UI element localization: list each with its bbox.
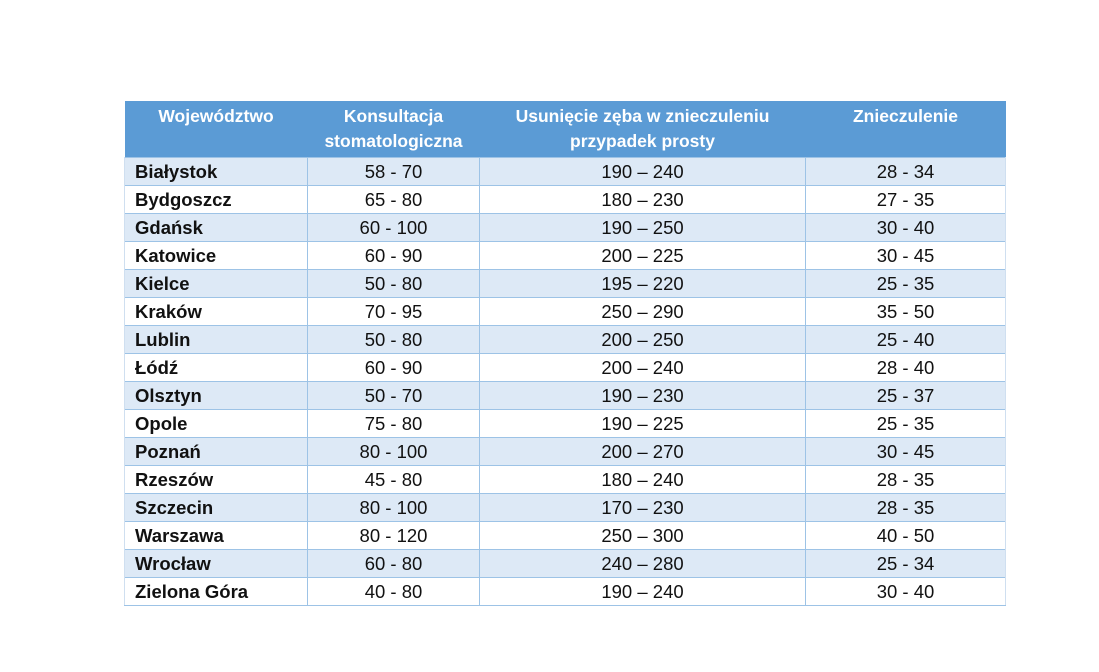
cell-anesthesia: 28 - 35 [805,493,1006,522]
cell-tooth-extraction: 180 – 240 [479,465,806,494]
cell-voivodeship: Szczecin [124,493,308,522]
table-row: Warszawa 80 - 120 250 – 300 40 - 50 [124,521,1006,550]
cell-tooth-extraction: 195 – 220 [479,269,806,298]
table-row: Gdańsk 60 - 100 190 – 250 30 - 40 [124,213,1006,242]
dental-price-table: Województwo Konsultacja stomatologiczna … [124,101,1006,606]
table-row: Olsztyn 50 - 70 190 – 230 25 - 37 [124,381,1006,410]
cell-anesthesia: 30 - 40 [805,577,1006,606]
cell-voivodeship: Gdańsk [124,213,308,242]
cell-anesthesia: 30 - 45 [805,437,1006,466]
table-row: Wrocław 60 - 80 240 – 280 25 - 34 [124,549,1006,578]
header-consultation: Konsultacja stomatologiczna [307,101,480,158]
table-row: Opole 75 - 80 190 – 225 25 - 35 [124,409,1006,438]
cell-voivodeship: Rzeszów [124,465,308,494]
cell-voivodeship: Warszawa [124,521,308,550]
header-row: Województwo Konsultacja stomatologiczna … [124,101,1006,158]
cell-consultation: 80 - 100 [307,437,480,466]
table-row: Katowice 60 - 90 200 – 225 30 - 45 [124,241,1006,270]
cell-consultation: 40 - 80 [307,577,480,606]
table-row: Kielce 50 - 80 195 – 220 25 - 35 [124,269,1006,298]
cell-tooth-extraction: 200 – 250 [479,325,806,354]
cell-tooth-extraction: 250 – 290 [479,297,806,326]
cell-anesthesia: 25 - 40 [805,325,1006,354]
header-anesthesia: Znieczulenie [805,101,1006,158]
table-row: Rzeszów 45 - 80 180 – 240 28 - 35 [124,465,1006,494]
cell-tooth-extraction: 180 – 230 [479,185,806,214]
cell-consultation: 60 - 100 [307,213,480,242]
cell-consultation: 60 - 90 [307,241,480,270]
table-row: Poznań 80 - 100 200 – 270 30 - 45 [124,437,1006,466]
cell-consultation: 80 - 120 [307,521,480,550]
cell-anesthesia: 28 - 34 [805,157,1006,186]
table-row: Lublin 50 - 80 200 – 250 25 - 40 [124,325,1006,354]
cell-consultation: 45 - 80 [307,465,480,494]
cell-consultation: 60 - 80 [307,549,480,578]
header-voivodeship: Województwo [124,101,308,158]
table-row: Kraków 70 - 95 250 – 290 35 - 50 [124,297,1006,326]
cell-voivodeship: Kraków [124,297,308,326]
cell-voivodeship: Zielona Góra [124,577,308,606]
cell-anesthesia: 28 - 40 [805,353,1006,382]
cell-anesthesia: 25 - 35 [805,409,1006,438]
cell-anesthesia: 30 - 40 [805,213,1006,242]
cell-tooth-extraction: 190 – 240 [479,577,806,606]
cell-tooth-extraction: 190 – 240 [479,157,806,186]
price-table-container: Województwo Konsultacja stomatologiczna … [124,101,1006,606]
table-row: Szczecin 80 - 100 170 – 230 28 - 35 [124,493,1006,522]
table-row: Łódź 60 - 90 200 – 240 28 - 40 [124,353,1006,382]
cell-consultation: 60 - 90 [307,353,480,382]
cell-anesthesia: 35 - 50 [805,297,1006,326]
cell-voivodeship: Łódź [124,353,308,382]
cell-consultation: 50 - 80 [307,325,480,354]
table-header: Województwo Konsultacja stomatologiczna … [124,101,1006,158]
cell-voivodeship: Opole [124,409,308,438]
header-tooth-extraction: Usunięcie zęba w znieczuleniu przypadek … [479,101,806,158]
table-row: Zielona Góra 40 - 80 190 – 240 30 - 40 [124,577,1006,606]
cell-voivodeship: Kielce [124,269,308,298]
cell-anesthesia: 27 - 35 [805,185,1006,214]
cell-voivodeship: Lublin [124,325,308,354]
cell-tooth-extraction: 190 – 250 [479,213,806,242]
cell-consultation: 75 - 80 [307,409,480,438]
cell-tooth-extraction: 190 – 225 [479,409,806,438]
cell-voivodeship: Wrocław [124,549,308,578]
cell-anesthesia: 25 - 34 [805,549,1006,578]
cell-tooth-extraction: 200 – 225 [479,241,806,270]
cell-tooth-extraction: 170 – 230 [479,493,806,522]
cell-voivodeship: Olsztyn [124,381,308,410]
cell-consultation: 50 - 70 [307,381,480,410]
cell-anesthesia: 30 - 45 [805,241,1006,270]
cell-voivodeship: Bydgoszcz [124,185,308,214]
table-row: Bydgoszcz 65 - 80 180 – 230 27 - 35 [124,185,1006,214]
cell-tooth-extraction: 240 – 280 [479,549,806,578]
cell-consultation: 70 - 95 [307,297,480,326]
cell-consultation: 65 - 80 [307,185,480,214]
cell-tooth-extraction: 250 – 300 [479,521,806,550]
cell-tooth-extraction: 200 – 240 [479,353,806,382]
table-row: Białystok 58 - 70 190 – 240 28 - 34 [124,157,1006,186]
cell-anesthesia: 25 - 35 [805,269,1006,298]
cell-tooth-extraction: 190 – 230 [479,381,806,410]
cell-anesthesia: 40 - 50 [805,521,1006,550]
table-body: Białystok 58 - 70 190 – 240 28 - 34 Bydgoszc… [124,157,1006,606]
cell-voivodeship: Poznań [124,437,308,466]
cell-consultation: 58 - 70 [307,157,480,186]
cell-voivodeship: Katowice [124,241,308,270]
cell-anesthesia: 28 - 35 [805,465,1006,494]
cell-consultation: 50 - 80 [307,269,480,298]
cell-anesthesia: 25 - 37 [805,381,1006,410]
cell-tooth-extraction: 200 – 270 [479,437,806,466]
cell-voivodeship: Białystok [124,157,308,186]
cell-consultation: 80 - 100 [307,493,480,522]
